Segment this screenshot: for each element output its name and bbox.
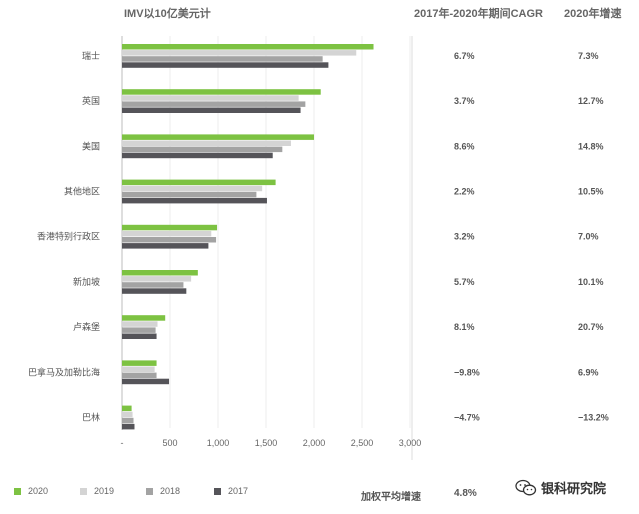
- bar-2018: [122, 56, 323, 62]
- bar-2019: [122, 321, 158, 327]
- cagr-value: 8.6%: [454, 141, 475, 151]
- cagr-value: 8.1%: [454, 322, 475, 332]
- bar-2017: [122, 288, 187, 294]
- growth-value: 12.7%: [578, 96, 604, 106]
- bar-2017: [122, 378, 170, 385]
- growth-value: 10.5%: [578, 187, 604, 197]
- legend-item-2019: 2019: [80, 486, 114, 496]
- legend-label-2019: 2019: [94, 486, 115, 496]
- cagr-value: 3.2%: [454, 232, 475, 242]
- bar-2020: [122, 134, 314, 140]
- growth-value: 20.7%: [578, 322, 604, 332]
- bar-2018: [122, 417, 134, 424]
- bar-2018: [122, 101, 306, 107]
- category-label: 卢森堡: [73, 321, 100, 332]
- growth-value: 7.0%: [578, 232, 599, 242]
- bar-2018: [122, 327, 156, 333]
- category-label: 其他地区: [64, 186, 100, 197]
- legend-swatch-2019: [80, 488, 87, 495]
- legend-label-2017: 2017: [228, 486, 249, 496]
- bar-2020: [122, 315, 166, 321]
- bar-2019: [122, 185, 263, 192]
- category-label: 香港特别行政区: [37, 231, 100, 242]
- weighted-average-cagr: 4.8%: [454, 488, 477, 499]
- bar-2018: [122, 237, 217, 243]
- bar-2018: [122, 372, 157, 379]
- weighted-average-label: 加权平均增速: [361, 492, 421, 503]
- growth-value: 7.3%: [578, 51, 599, 61]
- bar-2019: [122, 411, 133, 418]
- legend-swatch-2018: [146, 488, 153, 495]
- legend-item-2020: 2020: [14, 486, 48, 496]
- bar-2020: [122, 270, 198, 276]
- bar-2017: [122, 62, 329, 68]
- bar-2017: [122, 152, 273, 159]
- bar-2017: [122, 107, 301, 113]
- x-tick-label: 1,500: [255, 438, 278, 448]
- cagr-value: 2.2%: [454, 187, 475, 197]
- bar-2019: [122, 276, 192, 282]
- bar-2020: [122, 224, 218, 231]
- legend: 2020 2019 2018 2017: [0, 486, 639, 500]
- bar-2018: [122, 146, 283, 153]
- bar-2019: [122, 50, 357, 56]
- growth-value: −13.2%: [578, 413, 609, 423]
- cagr-value: −4.7%: [454, 413, 480, 423]
- cagr-column-header: 2017年-2020年期间CAGR: [414, 8, 543, 20]
- bar-2020: [122, 44, 374, 50]
- legend-label-2020: 2020: [28, 486, 49, 496]
- x-tick-label: 2,500: [351, 438, 374, 448]
- bar-2017: [122, 333, 157, 339]
- legend-item-2018: 2018: [146, 486, 180, 496]
- bar-2020: [122, 405, 132, 412]
- cagr-value: 5.7%: [454, 277, 475, 287]
- growth-value: 14.8%: [578, 141, 604, 151]
- bar-2019: [122, 230, 212, 237]
- x-tick-label: 1,000: [207, 438, 230, 448]
- category-label: 美国: [82, 140, 100, 151]
- watermark-text: 银科研究院: [541, 481, 607, 496]
- legend-swatch-2020: [14, 488, 21, 495]
- bar-2017: [122, 243, 209, 249]
- bar-2019: [122, 95, 299, 101]
- x-tick-label: -: [121, 438, 124, 448]
- category-label: 巴林: [82, 412, 100, 423]
- category-label: 瑞士: [82, 50, 100, 61]
- bar-2020: [122, 179, 276, 186]
- x-tick-label: 3,000: [399, 438, 422, 448]
- cagr-value: 6.7%: [454, 51, 475, 61]
- watermark: 银科研究院: [515, 478, 606, 497]
- chart-title: IMV以10亿美元计: [124, 8, 211, 20]
- bar-2019: [122, 140, 291, 146]
- category-label: 新加坡: [73, 276, 100, 287]
- legend-swatch-2017: [214, 488, 221, 495]
- bar-2017: [122, 197, 267, 204]
- category-label: 巴拿马及加勒比海: [28, 366, 100, 377]
- growth-value: 10.1%: [578, 277, 604, 287]
- category-label: 英国: [82, 95, 100, 106]
- bar-2020: [122, 89, 321, 95]
- x-tick-label: 2,000: [303, 438, 326, 448]
- wechat-icon: [515, 479, 537, 495]
- legend-label-2018: 2018: [160, 486, 181, 496]
- growth-column-header: 2020年增速: [564, 8, 622, 20]
- growth-value: 6.9%: [578, 367, 599, 377]
- bar-2020: [122, 360, 157, 366]
- cagr-value: 3.7%: [454, 96, 475, 106]
- bar-2018: [122, 191, 257, 198]
- x-tick-label: 500: [162, 438, 177, 448]
- bar-2018: [122, 282, 184, 288]
- cagr-value: −9.8%: [454, 367, 480, 377]
- bar-2019: [122, 366, 155, 372]
- legend-item-2017: 2017: [214, 486, 248, 496]
- bar-2017: [122, 423, 135, 430]
